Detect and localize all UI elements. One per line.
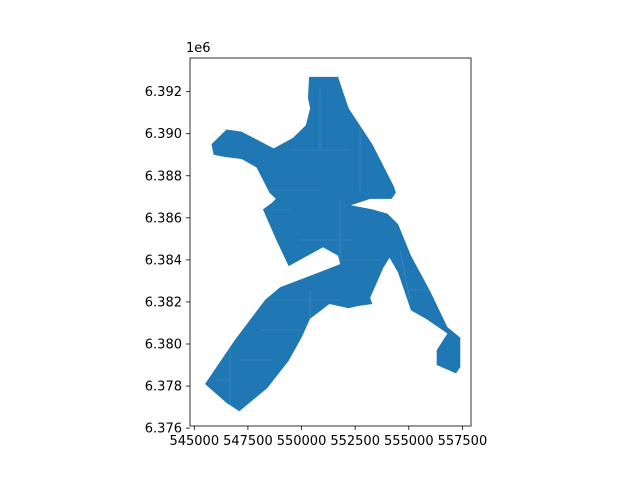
x-tick-label-1: 547500 [223, 434, 273, 449]
y-axis: 6.376 6.378 6.380 6.382 6.384 6.386 6.388 6.390… [145, 85, 190, 437]
axes-frame [189, 57, 472, 427]
y-tick-label-0: 6.376 [145, 422, 182, 437]
y-tick-label-3: 6.382 [145, 295, 182, 310]
y-tick-label-5: 6.386 [145, 211, 182, 226]
x-tick-label-5: 557500 [438, 434, 488, 449]
y-tick-label-1: 6.378 [145, 380, 182, 395]
x-tick-label-0: 545000 [169, 434, 219, 449]
region-polygon [205, 76, 461, 412]
y-tick-label-4: 6.384 [145, 253, 182, 268]
x-tick-label-3: 552500 [330, 434, 380, 449]
y-tick-label-6: 6.388 [145, 169, 182, 184]
y-tick-label-2: 6.380 [145, 337, 182, 352]
y-tick-label-7: 6.390 [145, 127, 182, 142]
cell-line-12 [399, 249, 411, 301]
x-tick-label-4: 555000 [384, 434, 434, 449]
y-tick-label-8: 6.392 [145, 85, 182, 100]
y-offset-label: 1e6 [186, 41, 211, 56]
x-tick-label-2: 550000 [277, 434, 327, 449]
x-axis: 545000 547500 550000 552500 555000 557500 [169, 426, 487, 449]
